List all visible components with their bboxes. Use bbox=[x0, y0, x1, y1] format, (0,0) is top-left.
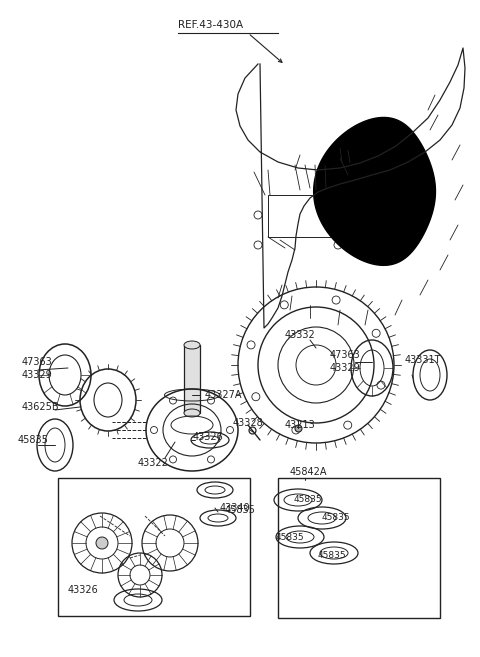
Text: 43327A: 43327A bbox=[205, 390, 242, 400]
Circle shape bbox=[96, 537, 108, 549]
Bar bbox=[184, 345, 200, 413]
Text: 43326: 43326 bbox=[193, 432, 224, 442]
Polygon shape bbox=[313, 118, 435, 265]
Text: 47363: 47363 bbox=[22, 357, 53, 367]
Text: 45835: 45835 bbox=[225, 505, 256, 515]
Ellipse shape bbox=[184, 409, 200, 417]
Text: 45835: 45835 bbox=[322, 514, 350, 522]
Text: 43329: 43329 bbox=[22, 370, 53, 380]
Text: 45842A: 45842A bbox=[290, 467, 327, 477]
Text: 43340: 43340 bbox=[220, 503, 251, 513]
Bar bbox=[58, 478, 250, 616]
Text: 45835: 45835 bbox=[294, 495, 323, 505]
Text: 45835: 45835 bbox=[318, 551, 347, 560]
Text: 43332: 43332 bbox=[285, 330, 316, 340]
Bar bbox=[278, 478, 440, 618]
Ellipse shape bbox=[184, 341, 200, 349]
Bar bbox=[268, 195, 336, 237]
Text: 45835: 45835 bbox=[18, 435, 49, 445]
Text: 45835: 45835 bbox=[276, 533, 305, 543]
Text: 43625B: 43625B bbox=[22, 402, 60, 412]
Text: 47363: 47363 bbox=[330, 350, 361, 360]
Text: 43331T: 43331T bbox=[405, 355, 442, 365]
Text: 43322: 43322 bbox=[138, 458, 169, 468]
Text: REF.43-430A: REF.43-430A bbox=[178, 20, 243, 30]
Text: 43329: 43329 bbox=[330, 363, 361, 373]
Text: 43326: 43326 bbox=[68, 585, 99, 595]
Text: 43213: 43213 bbox=[285, 420, 316, 430]
Text: 43328: 43328 bbox=[233, 418, 264, 428]
